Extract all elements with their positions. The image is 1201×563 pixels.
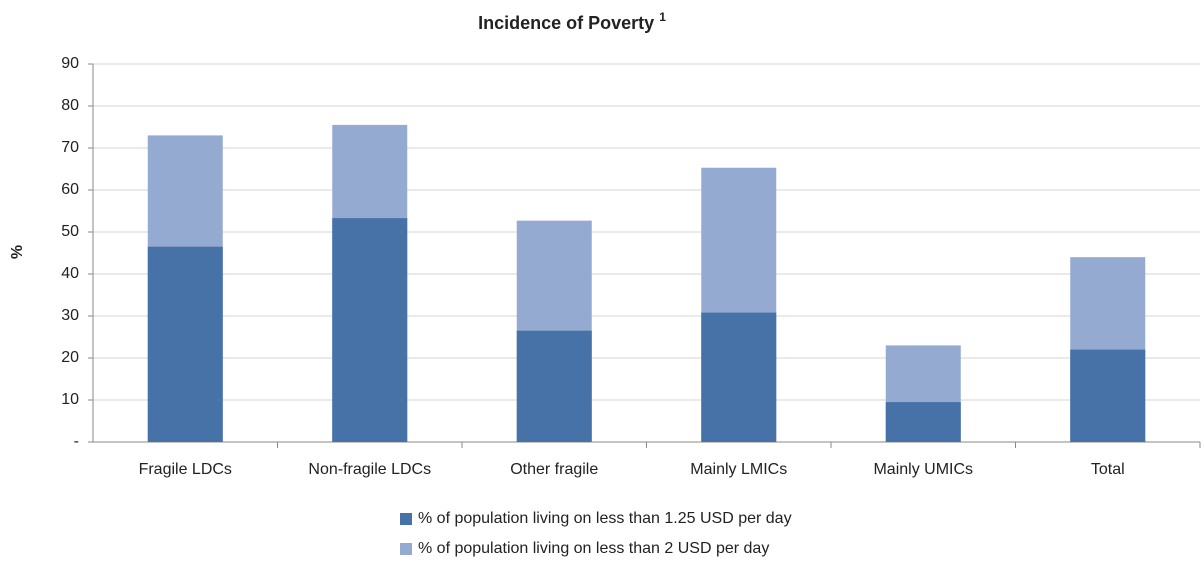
y-tick-label: 50 bbox=[61, 223, 79, 240]
title-note: 1 bbox=[659, 10, 666, 24]
y-tick-label: 70 bbox=[61, 139, 79, 156]
chart-title: Incidence of Poverty 1 bbox=[478, 10, 666, 33]
x-tick-label: Non-fragile LDCs bbox=[308, 461, 431, 478]
x-tick-label: Other fragile bbox=[510, 461, 598, 478]
x-tick-label: Mainly UMICs bbox=[873, 461, 973, 478]
x-tick-label: Mainly LMICs bbox=[690, 461, 787, 478]
y-tick-label: 40 bbox=[61, 265, 79, 282]
legend-label: % of population living on less than 1.25… bbox=[418, 510, 792, 527]
y-tick-label: 60 bbox=[61, 181, 79, 198]
bar bbox=[147, 246, 223, 442]
legend-swatch bbox=[400, 513, 412, 525]
bar bbox=[885, 402, 961, 442]
x-tick-label: Total bbox=[1091, 461, 1125, 478]
legend-label: % of population living on less than 2 US… bbox=[418, 540, 769, 557]
legend-swatch bbox=[400, 543, 412, 555]
y-tick-label: 30 bbox=[61, 307, 79, 324]
x-tick-label: Fragile LDCs bbox=[139, 461, 232, 478]
bar bbox=[516, 330, 592, 442]
title-text: Incidence of Poverty bbox=[478, 13, 654, 33]
y-axis-label: % bbox=[9, 245, 26, 259]
bar bbox=[1070, 349, 1146, 442]
y-tick-label: 90 bbox=[61, 55, 79, 72]
y-tick-label: 20 bbox=[61, 349, 79, 366]
y-tick-label: - bbox=[74, 433, 79, 450]
bar bbox=[701, 312, 777, 442]
bar bbox=[332, 218, 408, 442]
y-tick-label: 10 bbox=[61, 391, 79, 408]
y-tick-label: 80 bbox=[61, 97, 79, 114]
